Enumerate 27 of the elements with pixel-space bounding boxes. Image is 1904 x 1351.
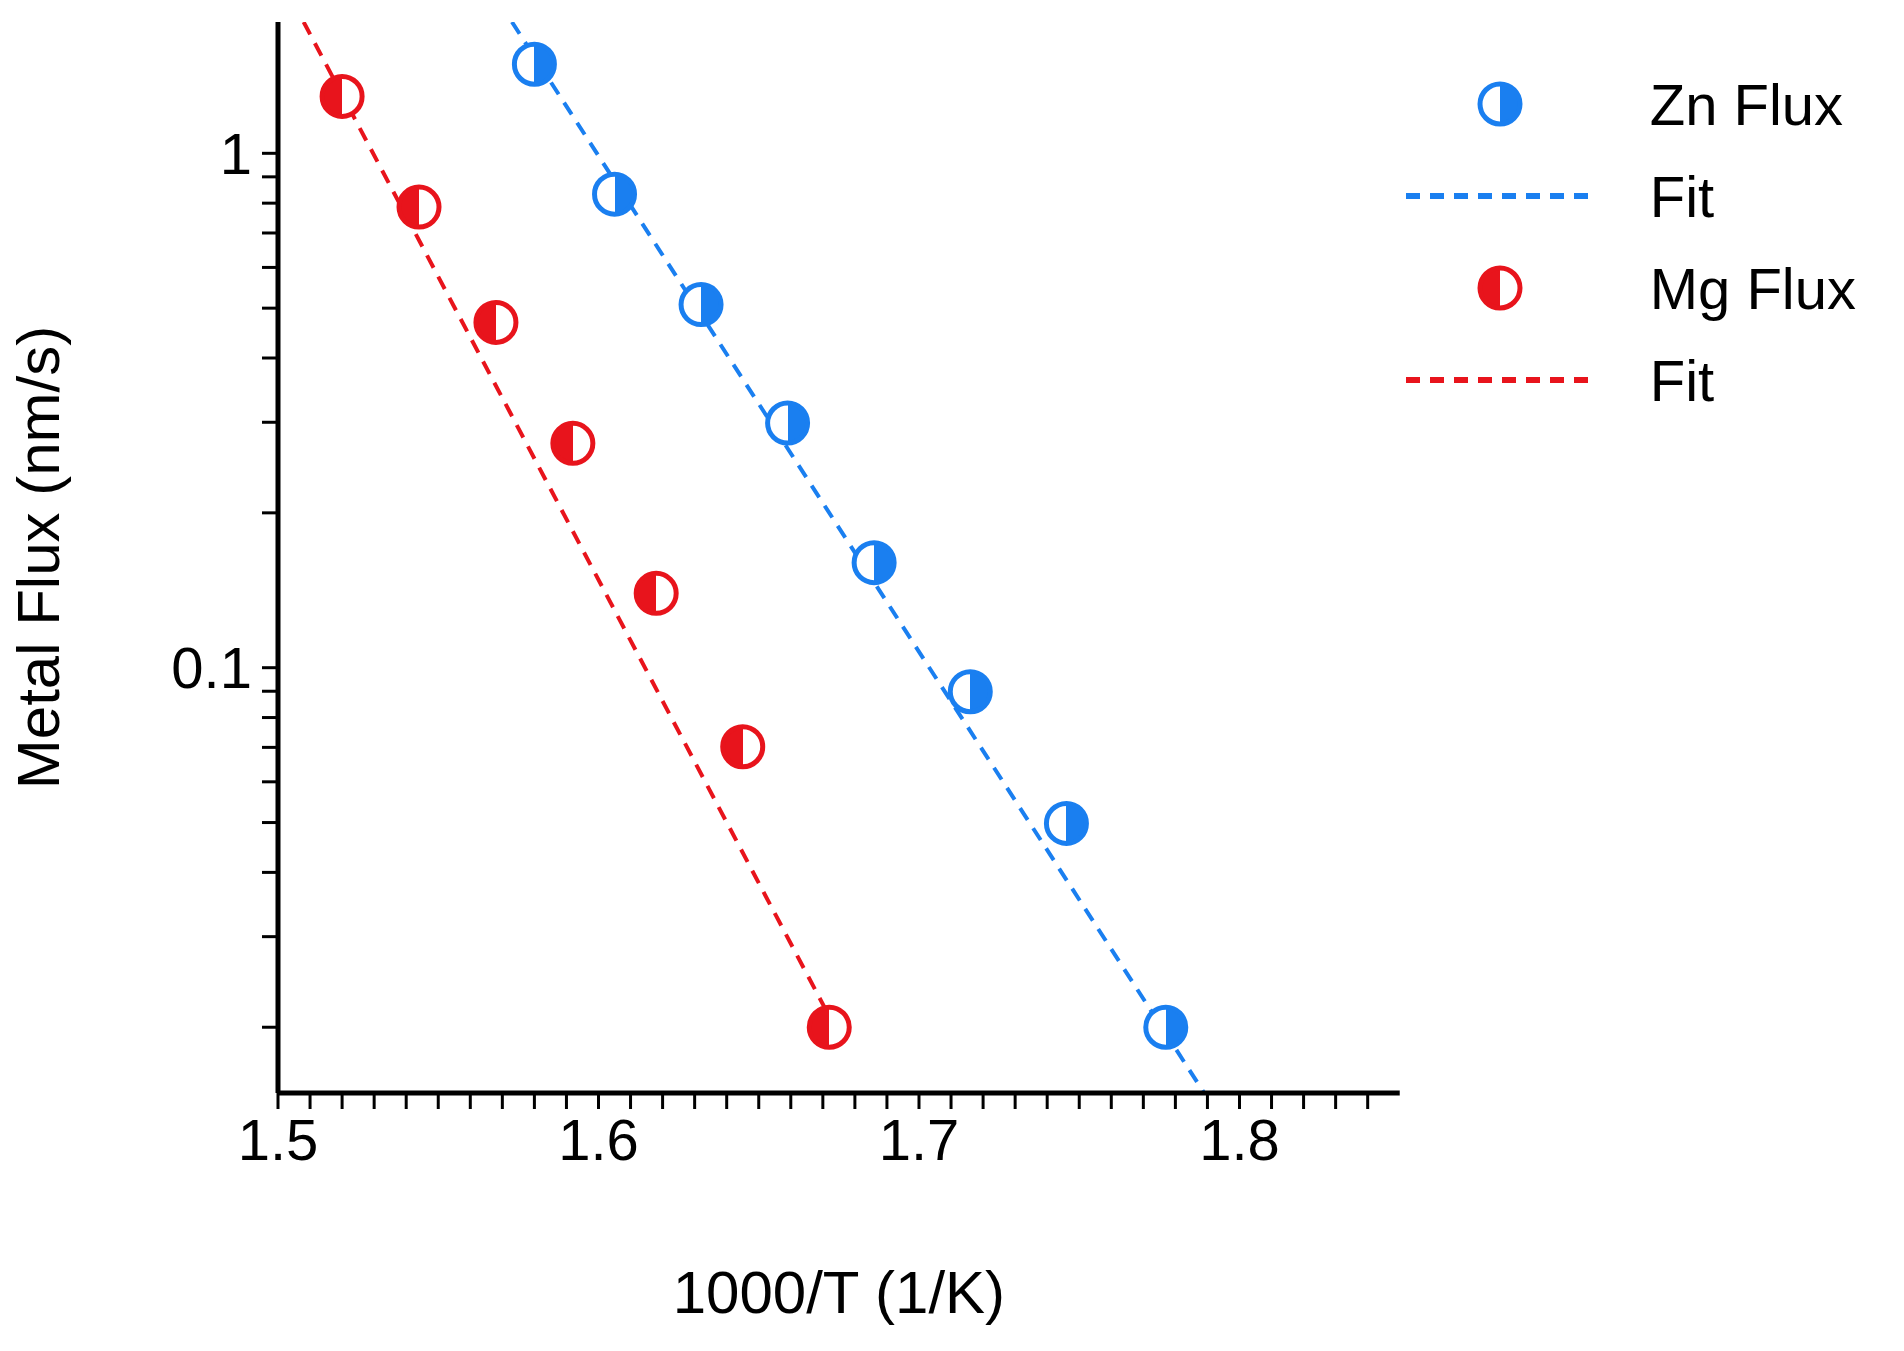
y-axis-title: Metal Flux (nm/s) bbox=[5, 325, 73, 790]
point bbox=[1143, 1004, 1189, 1050]
y-tick-label: 0.1 bbox=[171, 635, 252, 701]
point bbox=[947, 669, 993, 715]
point bbox=[633, 570, 679, 616]
point bbox=[511, 41, 557, 87]
point bbox=[806, 1004, 852, 1050]
point bbox=[720, 724, 766, 770]
point bbox=[678, 282, 724, 328]
point bbox=[396, 184, 442, 230]
y-tick-label: 1 bbox=[219, 120, 252, 186]
x-tick-label: 1.8 bbox=[1199, 1107, 1280, 1173]
x-axis-title: 1000/T (1/K) bbox=[672, 1259, 1006, 1326]
legend-label: Zn Flux bbox=[1649, 70, 1844, 138]
legend-label: Fit bbox=[1649, 346, 1715, 414]
point bbox=[765, 400, 811, 446]
point bbox=[319, 73, 365, 119]
legend-label: Mg Flux bbox=[1649, 254, 1856, 322]
point bbox=[592, 171, 638, 217]
legend-label: Fit bbox=[1649, 162, 1715, 230]
x-tick-label: 1.6 bbox=[558, 1107, 639, 1173]
point bbox=[851, 540, 897, 586]
point bbox=[473, 299, 519, 345]
x-tick-label: 1.7 bbox=[878, 1107, 960, 1173]
point bbox=[1043, 800, 1089, 846]
x-tick-label: 1.5 bbox=[237, 1107, 319, 1173]
point bbox=[550, 420, 596, 466]
